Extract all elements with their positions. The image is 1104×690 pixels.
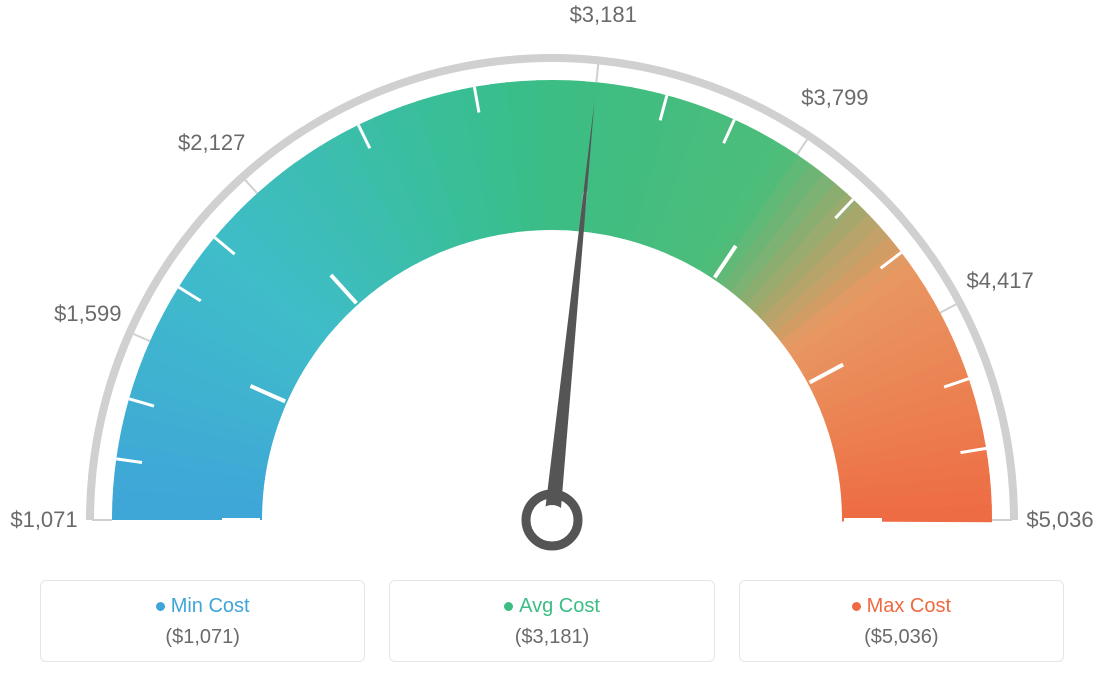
gauge-tick-label: $1,599 [54, 301, 121, 327]
legend-min-title-text: Min Cost [171, 595, 250, 617]
legend-max-value: ($5,036) [750, 626, 1053, 649]
gauge-chart: $1,071 $1,599 $2,127 $3,181 $3,799 $4,417 $5,0… [0, 0, 1104, 560]
legend-avg-dot-icon [504, 602, 513, 611]
legend-avg-title-text: Avg Cost [519, 595, 600, 617]
legend-row: Min Cost ($1,071) Avg Cost ($3,181) Max … [40, 580, 1064, 662]
legend-max: Max Cost ($5,036) [739, 580, 1064, 662]
legend-avg-title: Avg Cost [400, 595, 703, 618]
gauge-tick-label: $5,036 [1026, 507, 1093, 533]
gauge-tick-label: $3,799 [801, 85, 868, 111]
legend-max-title-text: Max Cost [867, 595, 951, 617]
legend-avg-value: ($3,181) [400, 626, 703, 649]
gauge-tick-label: $4,417 [966, 268, 1033, 294]
legend-min-value: ($1,071) [51, 626, 354, 649]
gauge-tick-label: $2,127 [178, 130, 245, 156]
gauge-tick-label: $3,181 [570, 2, 637, 28]
legend-avg: Avg Cost ($3,181) [389, 580, 714, 662]
legend-max-dot-icon [852, 602, 861, 611]
legend-min: Min Cost ($1,071) [40, 580, 365, 662]
legend-min-dot-icon [156, 602, 165, 611]
gauge-tick-label: $1,071 [10, 507, 77, 533]
legend-min-title: Min Cost [51, 595, 354, 618]
gauge-svg [0, 0, 1104, 560]
legend-max-title: Max Cost [750, 595, 1053, 618]
